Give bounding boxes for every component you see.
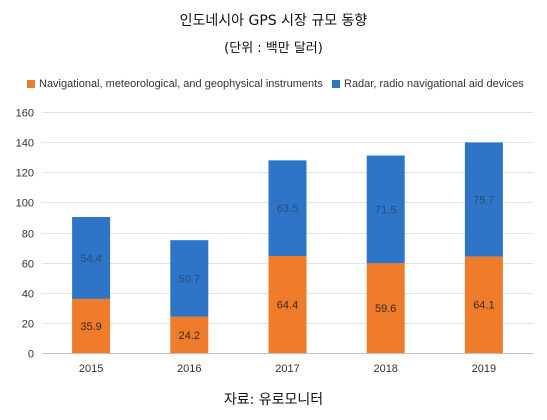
bar-navigational-2016 <box>170 316 209 353</box>
y-tick-label-120: 120 <box>16 168 34 180</box>
bar-radar-2018 <box>366 155 405 264</box>
legend-item-radar: Radar, radio navigational aid devices <box>332 78 524 90</box>
y-tick-label-160: 160 <box>16 108 34 120</box>
data-label-navigational-2015: 35.9 <box>80 321 101 333</box>
bar-navigational-2015 <box>72 298 111 353</box>
legend-item-navigational: Navigational, meteorological, and geophy… <box>27 78 323 90</box>
y-tick-label-40: 40 <box>22 289 34 301</box>
bar-radar-2019 <box>464 142 503 257</box>
bar-navigational-2019 <box>464 256 503 353</box>
x-tick-label-2018: 2018 <box>373 363 397 375</box>
bar-radar-2015 <box>72 216 111 299</box>
y-tick-label-100: 100 <box>16 198 34 210</box>
y-tick-label-60: 60 <box>22 259 34 271</box>
legend-swatch-navigational <box>27 80 35 88</box>
chart-subtitle: (단위 : 백만 달러) <box>224 41 323 56</box>
y-tick-label-80: 80 <box>22 229 34 241</box>
data-label-navigational-2016: 24.2 <box>179 330 200 342</box>
legend-label-navigational: Navigational, meteorological, and geophy… <box>39 78 323 90</box>
data-label-radar-2019: 75.7 <box>473 194 494 206</box>
legend-swatch-radar <box>332 80 340 88</box>
data-label-radar-2015: 54.4 <box>80 253 101 265</box>
data-label-navigational-2017: 64.4 <box>277 299 298 311</box>
data-label-navigational-2018: 59.6 <box>375 303 396 315</box>
x-tick-label-2019: 2019 <box>472 363 496 375</box>
y-tick-label-0: 0 <box>28 349 34 361</box>
bar-navigational-2018 <box>366 263 405 353</box>
source-note: 자료: 유로모니터 <box>223 392 324 408</box>
chart-title: 인도네시아 GPS 시장 규모 동향 <box>179 13 368 29</box>
data-label-radar-2017: 63.5 <box>277 203 298 215</box>
data-label-navigational-2019: 64.1 <box>473 300 494 312</box>
bar-radar-2017 <box>268 160 307 256</box>
y-tick-label-20: 20 <box>22 319 34 331</box>
x-tick-label-2017: 2017 <box>275 363 299 375</box>
bar-radar-2016 <box>170 240 209 317</box>
data-label-radar-2018: 71.5 <box>375 204 396 216</box>
bar-navigational-2017 <box>268 255 307 353</box>
x-tick-label-2016: 2016 <box>177 363 201 375</box>
data-label-radar-2016: 50.7 <box>179 273 200 285</box>
y-tick-label-140: 140 <box>16 138 34 150</box>
x-tick-label-2015: 2015 <box>79 363 103 375</box>
legend-label-radar: Radar, radio navigational aid devices <box>344 78 524 90</box>
